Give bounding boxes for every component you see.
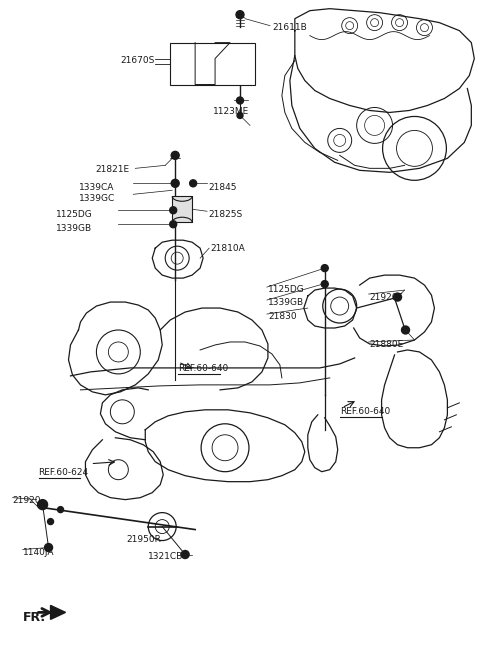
Circle shape (170, 221, 177, 228)
Circle shape (402, 326, 409, 334)
Text: 21670S: 21670S (120, 56, 155, 65)
Circle shape (236, 10, 244, 18)
Text: 1321CB: 1321CB (148, 552, 183, 561)
Text: 1140JA: 1140JA (23, 548, 54, 557)
Circle shape (237, 97, 243, 104)
Circle shape (237, 113, 243, 119)
Text: 21880E: 21880E (370, 340, 404, 349)
Text: 21810A: 21810A (210, 244, 245, 253)
Circle shape (58, 506, 63, 513)
Text: REF.60-624: REF.60-624 (38, 468, 89, 477)
Text: 21920: 21920 (12, 496, 41, 504)
Text: 1339GB: 1339GB (56, 224, 92, 233)
Text: 21920F: 21920F (370, 293, 403, 302)
Text: 21611B: 21611B (272, 23, 307, 31)
Text: 1339GB: 1339GB (268, 298, 304, 307)
Text: 21845: 21845 (208, 183, 237, 193)
Text: REF.60-640: REF.60-640 (178, 364, 228, 373)
Circle shape (181, 550, 189, 559)
Circle shape (321, 265, 328, 272)
Circle shape (48, 519, 54, 525)
Bar (170, 43, 255, 84)
Text: 1123ME: 1123ME (213, 107, 249, 117)
Text: 1339CA: 1339CA (78, 183, 114, 193)
Circle shape (170, 207, 177, 214)
Circle shape (45, 544, 52, 552)
Bar (172, 196, 192, 222)
Text: 21950R: 21950R (126, 534, 161, 544)
Polygon shape (50, 605, 65, 620)
Text: 1125DG: 1125DG (268, 285, 305, 294)
Circle shape (171, 151, 179, 159)
Text: 1125DG: 1125DG (56, 210, 92, 219)
Text: REF.60-640: REF.60-640 (340, 407, 390, 416)
Circle shape (190, 180, 197, 187)
Circle shape (394, 293, 402, 301)
Text: 21825S: 21825S (208, 210, 242, 219)
Text: FR.: FR. (23, 611, 46, 624)
Circle shape (171, 179, 179, 187)
Text: 21821E: 21821E (96, 165, 130, 174)
Circle shape (37, 500, 48, 510)
Text: 21830: 21830 (268, 312, 297, 321)
Text: 1339GC: 1339GC (78, 195, 115, 203)
Circle shape (321, 280, 328, 288)
